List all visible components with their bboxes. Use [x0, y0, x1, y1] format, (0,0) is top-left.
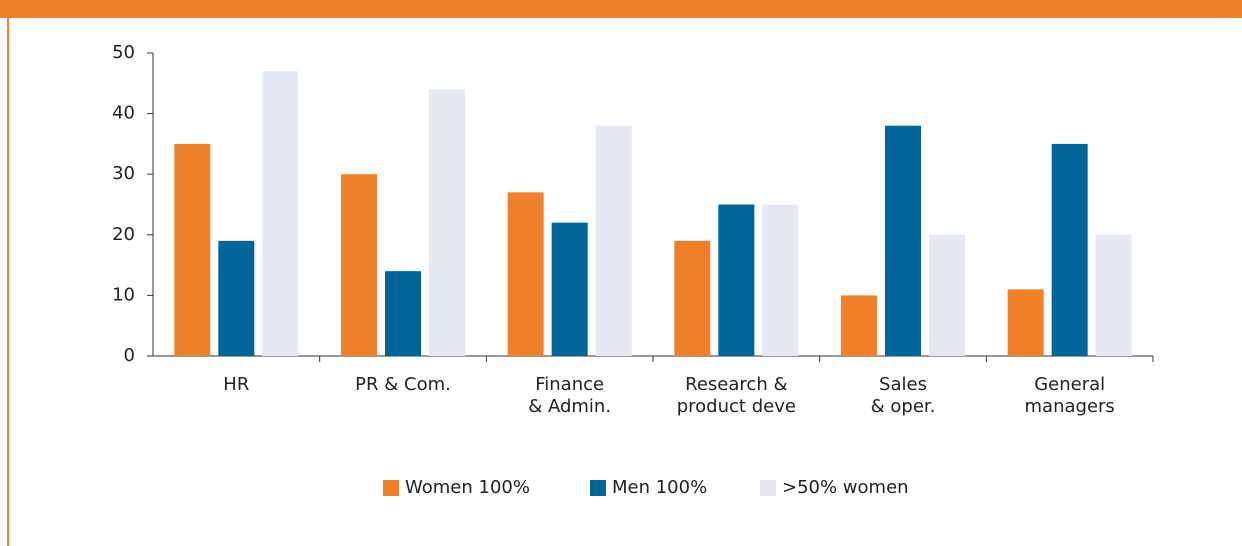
legend-label: Women 100% [405, 477, 530, 498]
bar [929, 234, 965, 356]
left-border [7, 18, 9, 546]
bar [174, 143, 211, 356]
bar [385, 271, 421, 356]
legend-label: Men 100% [612, 477, 707, 498]
bar [551, 222, 588, 356]
bar [762, 204, 799, 356]
bar [262, 71, 299, 357]
y-tick-label: 40 [112, 103, 135, 124]
x-tick-label: HR [223, 374, 250, 395]
bar [595, 125, 632, 356]
bar [1007, 289, 1044, 356]
bar [429, 89, 465, 357]
legend-swatch [590, 480, 606, 496]
bar [885, 125, 921, 356]
y-tick-label: 0 [124, 345, 135, 366]
y-tick-label: 10 [112, 284, 135, 305]
bar [1051, 143, 1088, 356]
x-tick-label: Finance & Admin. [528, 374, 612, 417]
bar [341, 174, 377, 356]
x-tick-label: Research & product deve [676, 374, 796, 417]
y-tick-label: 50 [112, 42, 135, 63]
x-tick-label: General managers [1024, 374, 1115, 417]
y-tick-label: 20 [112, 224, 135, 245]
header-band [0, 0, 1242, 18]
x-tick-label: Sales & oper. [870, 374, 936, 417]
bar [218, 240, 255, 356]
bar [841, 295, 877, 356]
y-tick-label: 30 [112, 163, 135, 184]
bar [1095, 234, 1132, 356]
legend-swatch [760, 480, 776, 496]
bar [507, 192, 544, 356]
bar [718, 204, 755, 356]
x-tick-label: PR & Com. [355, 374, 451, 395]
legend-swatch [383, 480, 399, 496]
bar [674, 240, 711, 356]
legend-label: >50% women [782, 477, 909, 498]
